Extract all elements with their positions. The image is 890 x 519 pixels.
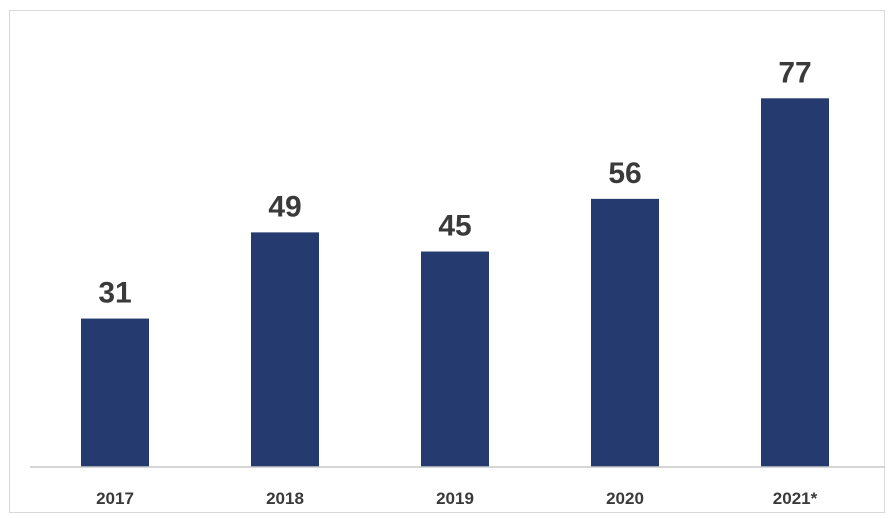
x-tick-label-2018: 2018 [266, 489, 304, 508]
data-label-2019: 45 [438, 210, 471, 243]
bars-layer [81, 98, 829, 468]
data-label-2021: 77 [778, 56, 811, 89]
bar-2017 [81, 318, 149, 467]
data-label-2018: 49 [268, 190, 301, 223]
x-tick-label-2021: 2021* [773, 489, 818, 508]
data-label-2017: 31 [98, 277, 131, 310]
bar-2018 [251, 232, 319, 467]
x-tick-labels-layer: 2017 2018 2019 2020 2021* [96, 489, 818, 508]
bar-2019 [421, 251, 489, 467]
data-labels-layer: 31 49 45 56 77 [98, 56, 811, 309]
bar-2021 [761, 98, 829, 468]
x-tick-label-2020: 2020 [606, 489, 644, 508]
x-tick-label-2017: 2017 [96, 489, 134, 508]
data-label-2020: 56 [608, 157, 641, 190]
bar-2020 [591, 198, 659, 467]
x-tick-label-2019: 2019 [436, 489, 474, 508]
